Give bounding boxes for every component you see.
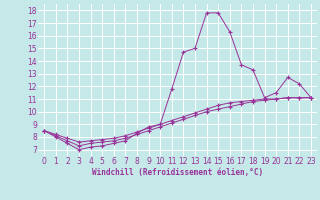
X-axis label: Windchill (Refroidissement éolien,°C): Windchill (Refroidissement éolien,°C) [92, 168, 263, 177]
